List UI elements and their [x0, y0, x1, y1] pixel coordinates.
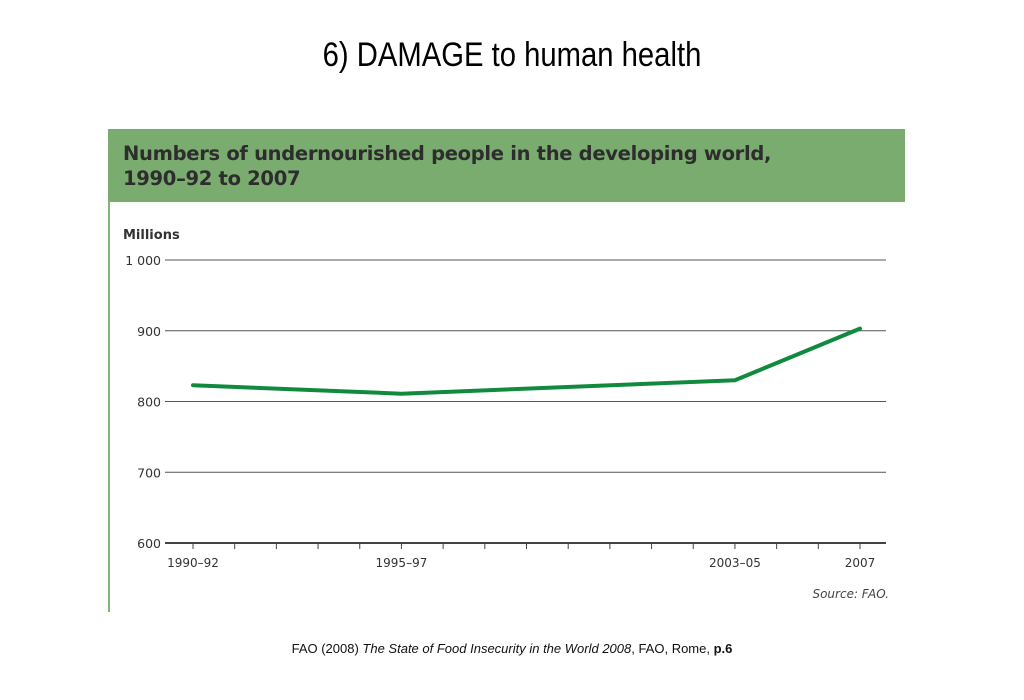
source-note: Source: FAO. [812, 587, 889, 601]
chart-panel: Numbers of undernourished people in the … [108, 129, 905, 612]
series-line [191, 326, 862, 396]
y-tick-label: 900 [137, 324, 161, 339]
x-tick-label: 1990–92 [167, 556, 219, 570]
chart-banner: Numbers of undernourished people in the … [108, 129, 905, 202]
panel-left-rule [108, 129, 110, 612]
slide-title: 6) DAMAGE to human health [322, 36, 702, 74]
y-tick-label: 700 [137, 465, 161, 480]
x-tick-label: 2003–05 [709, 556, 761, 570]
citation-title: The State of Food Insecurity in the Worl… [362, 641, 632, 656]
citation: FAO (2008) The State of Food Insecurity … [0, 641, 1024, 656]
citation-suffix: , FAO, Rome, [631, 641, 714, 656]
y-tick-label: 600 [137, 536, 161, 551]
citation-prefix: FAO (2008) [291, 641, 363, 656]
y-tick-label: 1 000 [125, 253, 161, 268]
x-tick-label: 2007 [845, 556, 876, 570]
citation-page: p.6 [713, 641, 733, 656]
line-chart: Millions 1 000 900 800 700 600 1990–92 1995–97 2… [123, 228, 889, 601]
chart-title-line-2: 1990–92 to 2007 [123, 167, 301, 190]
chart-title-line-1: Numbers of undernourished people in the … [123, 142, 772, 165]
y-axis-label: Millions [123, 228, 180, 243]
x-tick-label: 1995–97 [376, 556, 428, 570]
chart-title: Numbers of undernourished people in the … [123, 141, 823, 191]
y-tick-label: 800 [137, 395, 161, 410]
